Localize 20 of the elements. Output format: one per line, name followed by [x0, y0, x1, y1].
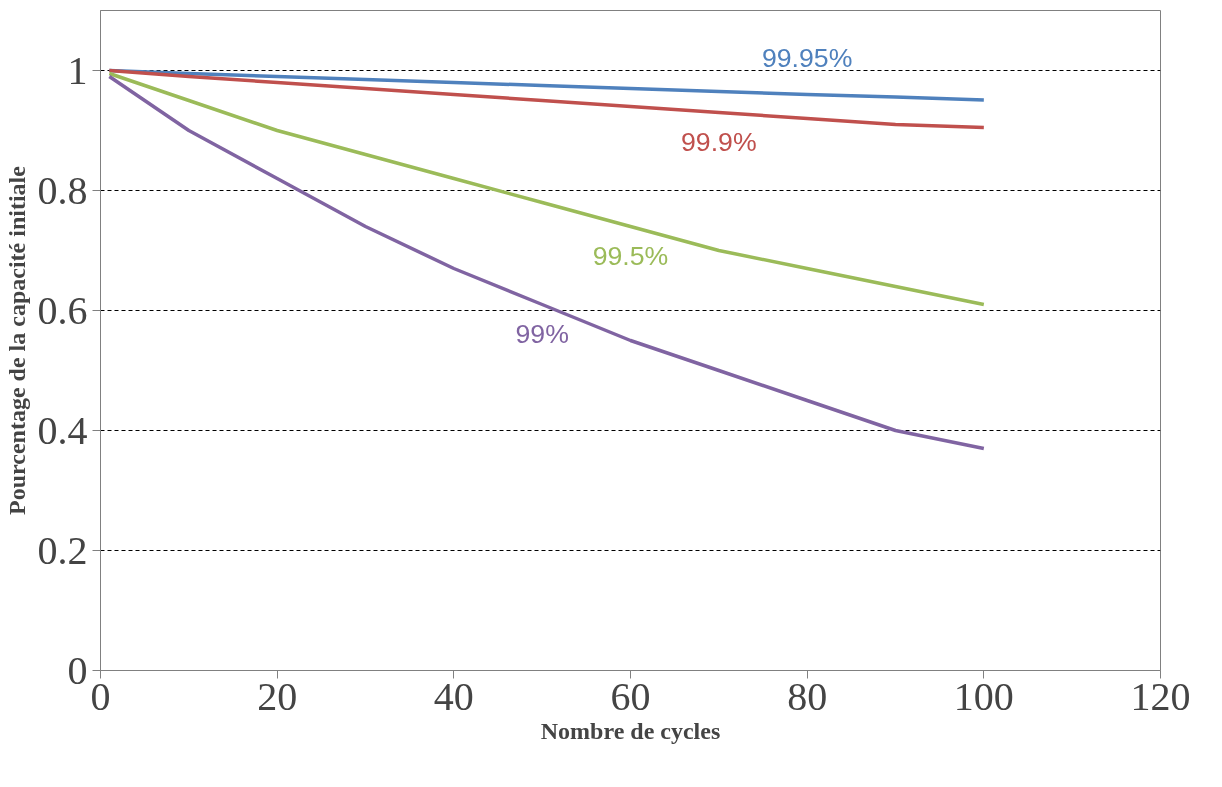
x-tick-label: 20 — [257, 673, 298, 719]
series-label: 99% — [515, 318, 569, 349]
x-tick-label: 40 — [433, 673, 474, 719]
line-series — [107, 68, 986, 130]
y-tick-label: 0.8 — [37, 167, 88, 213]
x-tick-label: 60 — [610, 673, 651, 719]
x-axis-title: Nombre de cycles — [540, 717, 721, 744]
line-series — [107, 74, 986, 451]
y-tick-label: 0.4 — [37, 407, 88, 453]
y-axis-title: Pourcentage de la capacité initiale — [3, 165, 30, 515]
x-tick-label: 120 — [1130, 673, 1191, 719]
y-tick-label: 0.6 — [37, 287, 88, 333]
line-series — [107, 71, 986, 307]
series-label: 99.95% — [761, 42, 853, 73]
x-tick-label: 100 — [953, 673, 1014, 719]
y-tick-label: 1 — [67, 47, 88, 93]
y-tick-label: 0.2 — [37, 527, 88, 573]
series-label: 99.9% — [681, 126, 757, 157]
x-tick-label: 80 — [787, 673, 828, 719]
series-label: 99.5% — [592, 240, 669, 271]
